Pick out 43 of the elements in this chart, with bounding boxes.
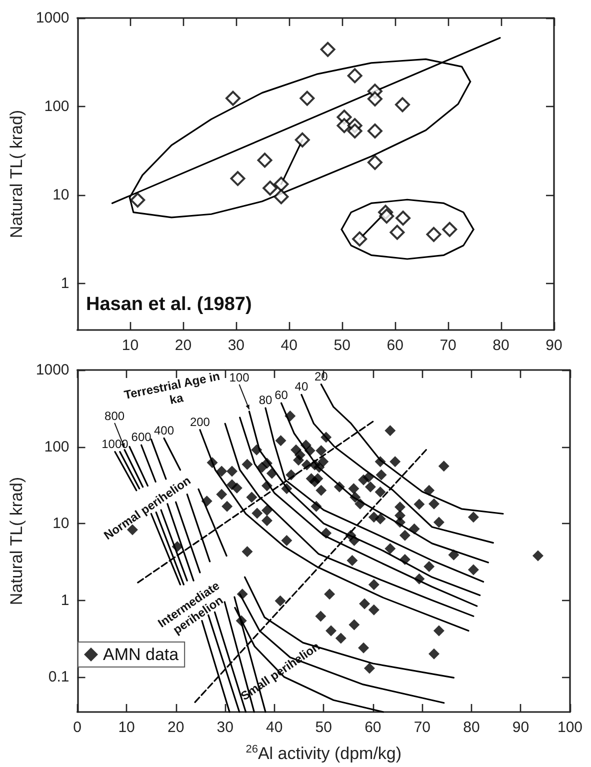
annotation: 40 [294, 380, 308, 394]
y-tick-label: 1 [60, 592, 70, 609]
x-tick-label: 30 [216, 719, 234, 736]
x-tick-label: 10 [118, 719, 135, 736]
y-tick-label: 1000 [36, 362, 70, 378]
annotation: 80 [258, 393, 272, 408]
x-tick-label: 80 [463, 719, 480, 736]
y-tick-label: 10 [52, 186, 70, 204]
x-tick-label: 80 [492, 337, 510, 354]
x-tick-label: 0 [73, 719, 82, 736]
x-tick-label: 60 [364, 719, 382, 736]
annotation: Terrestrial Age in ka [122, 368, 224, 408]
y-tick-label: 100 [44, 98, 70, 116]
y-axis-title: Natural TL( krad) [7, 476, 26, 606]
x-tick-label: 20 [174, 337, 192, 354]
x-tick-label: 40 [280, 337, 298, 354]
y-tick-label: 10 [52, 515, 70, 532]
x-tick-label: 90 [512, 719, 530, 736]
y-tick-label: 0.1 [48, 668, 70, 686]
y-tick-label: 1000 [36, 10, 70, 26]
x-tick-label: 40 [266, 719, 283, 736]
x-tick-label: 70 [414, 719, 431, 736]
annotation: 600 [131, 430, 152, 444]
y-axis-title: Natural TL( krad) [7, 110, 26, 238]
annotation: 200 [190, 414, 210, 429]
x-tick-label: 60 [386, 337, 404, 354]
annotation: 20 [314, 369, 328, 384]
x-tick-label: 30 [228, 337, 245, 354]
annotation: 800 [104, 408, 125, 423]
legend-label: AMN data [103, 645, 180, 664]
annotation: 60 [274, 388, 288, 402]
annotation: 100 [229, 370, 250, 384]
annotation: Hasan et al. (1987) [86, 294, 252, 315]
x-tick-label: 100 [557, 719, 583, 736]
x-tick-label: 50 [315, 719, 332, 736]
x-tick-label: 90 [546, 337, 562, 354]
x-tick-label: 50 [334, 337, 350, 354]
y-tick-label: 1 [60, 275, 70, 292]
x-tick-label: 10 [122, 337, 139, 354]
y-tick-label: 100 [44, 438, 70, 456]
x-tick-label: 70 [440, 337, 456, 354]
annotation: 400 [154, 423, 174, 438]
x-tick-label: 20 [167, 719, 184, 736]
